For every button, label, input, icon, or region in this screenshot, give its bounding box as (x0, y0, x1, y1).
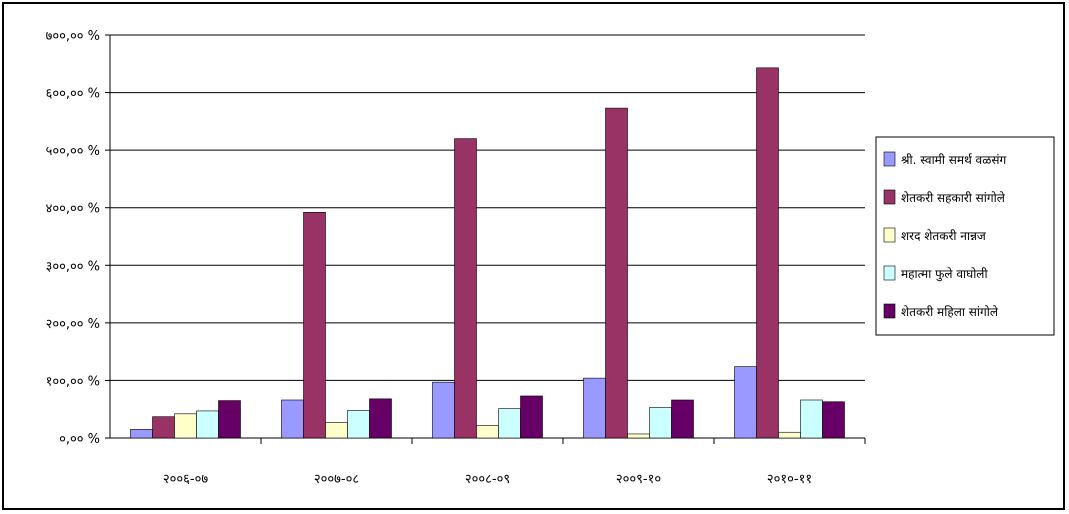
bar (498, 408, 521, 439)
bar (734, 366, 757, 439)
y-tick-label: २००,०० % (46, 317, 100, 332)
bar (649, 407, 672, 439)
legend-label: शेतकरी महिला सांगोले (901, 305, 999, 319)
y-tick-labels: ०,०० % १००,०० % २००,०० % ३००,०० % ४००,०० % ५०… (46, 29, 100, 447)
y-tick-label: १००,०० % (46, 374, 100, 389)
legend-swatch (883, 303, 896, 319)
legend-swatch (883, 265, 896, 281)
bar (756, 67, 779, 439)
x-tick-label: २००९-१० (616, 472, 661, 487)
bar (583, 377, 606, 439)
y-tick-label: ५००,०० % (46, 144, 100, 159)
legend: श्री. स्वामी समर्थ वळसंग शेतकरी सहकारी सा… (875, 136, 1055, 336)
bar (196, 410, 219, 439)
bar (432, 381, 455, 439)
bar (627, 433, 650, 439)
bar (778, 431, 801, 439)
y-tick-label: ०,०० % (59, 432, 100, 447)
legend-label: महात्मा फुले वाघोली (901, 267, 988, 282)
x-tick-label: २००८-०९ (465, 472, 510, 487)
bar (347, 410, 370, 439)
legend-label: श्री. स्वामी समर्थ वळसंग (901, 153, 1006, 167)
legend-box (875, 136, 1055, 336)
x-tick-labels: २००६-०७ २००७-०८ २००८-०९ २००९-१० २०१०-११ (163, 472, 812, 487)
legend-label: शेतकरी सहकारी सांगोले (901, 191, 1006, 205)
bar (369, 398, 392, 439)
bar (218, 400, 241, 439)
bar (671, 399, 694, 439)
legend-swatch (883, 227, 896, 243)
bar (605, 107, 628, 439)
bars (130, 67, 845, 439)
x-tick-label: २००६-०७ (163, 472, 208, 487)
bar (130, 429, 153, 439)
y-tick-label: ६००,०० % (46, 87, 100, 102)
bar (822, 401, 845, 439)
bar (520, 395, 543, 439)
x-tick-label: २००७-०८ (314, 472, 359, 487)
bar (174, 413, 197, 439)
bar (476, 425, 499, 439)
bar (152, 416, 175, 439)
y-tick-label: ३००,०० % (46, 259, 100, 274)
y-tick-label: ४००,०० % (46, 202, 100, 217)
bar (454, 138, 477, 439)
y-tick-label: ७००,०० % (46, 29, 100, 44)
bar (303, 212, 326, 439)
bar (281, 399, 304, 439)
x-tick-label: २०१०-११ (767, 472, 812, 487)
bar (800, 399, 823, 439)
bar (325, 422, 348, 439)
legend-swatch (883, 189, 896, 205)
legend-swatch (883, 151, 896, 167)
legend-label: शरद शेतकरी नान्नज (901, 229, 987, 243)
gridlines (110, 34, 865, 381)
